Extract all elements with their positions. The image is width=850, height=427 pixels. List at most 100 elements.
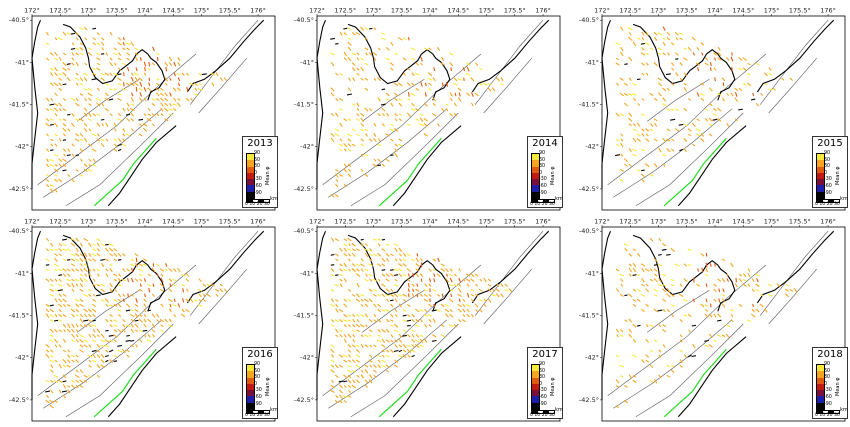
splitting-bar <box>624 102 628 107</box>
splitting-bar <box>679 359 683 364</box>
splitting-bar <box>449 277 453 283</box>
splitting-bar <box>657 283 663 287</box>
splitting-bar <box>406 268 412 272</box>
splitting-bar <box>108 243 114 247</box>
splitting-bar <box>376 318 382 323</box>
splitting-bar <box>54 298 58 303</box>
splitting-bar <box>126 354 130 358</box>
splitting-bar <box>58 178 63 183</box>
splitting-bar <box>62 303 67 308</box>
splitting-bar <box>390 299 394 302</box>
coastline <box>347 234 422 296</box>
splitting-bar <box>122 37 125 41</box>
splitting-bar <box>177 57 181 61</box>
splitting-bar <box>92 293 96 297</box>
splitting-bar <box>355 273 361 278</box>
splitting-bar <box>54 163 58 167</box>
fault-line <box>65 323 174 418</box>
splitting-bar <box>390 339 394 343</box>
splitting-bar <box>351 31 356 36</box>
splitting-bar <box>360 168 364 172</box>
lon-tick-label: 175.5° <box>504 218 526 226</box>
splitting-bar <box>670 293 675 297</box>
splitting-bar <box>79 298 84 303</box>
splitting-bar <box>640 148 645 152</box>
splitting-bar <box>423 102 428 107</box>
splitting-bar <box>410 108 416 112</box>
splitting-bar <box>330 298 335 303</box>
splitting-bar <box>755 102 760 107</box>
splitting-bar <box>54 153 58 157</box>
colorbar-swatch <box>247 390 254 397</box>
splitting-bar <box>57 37 63 41</box>
splitting-bar <box>355 32 361 36</box>
splitting-bar <box>155 92 160 97</box>
splitting-bar <box>407 278 411 282</box>
colorbar-tick-label: 0 <box>539 170 543 176</box>
lat-tick-label: -40.5° <box>294 16 314 24</box>
splitting-bar <box>190 97 194 102</box>
splitting-bar <box>109 314 113 318</box>
splitting-bar <box>135 57 139 61</box>
splitting-bar <box>58 248 63 252</box>
splitting-bar <box>700 303 705 308</box>
colorbar-tick-label: -60 <box>824 395 832 400</box>
splitting-bar <box>112 72 118 76</box>
splitting-bar <box>356 329 360 333</box>
splitting-bar <box>385 158 390 162</box>
splitting-bar <box>67 349 71 353</box>
splitting-bar <box>339 97 343 102</box>
splitting-bar <box>339 384 344 389</box>
splitting-bar <box>352 339 356 343</box>
splitting-bar <box>628 32 632 36</box>
splitting-bar <box>653 36 658 41</box>
splitting-bar <box>441 56 445 62</box>
splitting-bar <box>104 97 110 102</box>
splitting-bar <box>730 56 734 62</box>
splitting-bar <box>649 268 653 272</box>
splitting-bar <box>138 318 143 323</box>
splitting-bar <box>130 263 135 267</box>
splitting-bar <box>679 283 683 287</box>
splitting-bar <box>49 82 54 87</box>
splitting-bar <box>692 343 696 349</box>
splitting-bar <box>632 338 637 343</box>
splitting-bar <box>347 169 352 172</box>
splitting-bar <box>139 97 143 102</box>
splitting-bar <box>475 293 479 297</box>
splitting-bar <box>83 267 88 273</box>
splitting-bar <box>130 313 135 318</box>
splitting-bar <box>117 77 122 82</box>
splitting-bar <box>717 46 721 51</box>
splitting-bars <box>615 26 794 183</box>
lon-tick-label: 174° <box>137 7 153 15</box>
splitting-bar <box>126 334 130 337</box>
splitting-bar <box>394 247 398 252</box>
splitting-bar <box>449 308 453 313</box>
splitting-bar <box>390 269 394 271</box>
splitting-bar <box>181 298 185 303</box>
splitting-bar <box>636 138 641 142</box>
splitting-bar <box>365 52 368 56</box>
splitting-bar <box>369 51 373 56</box>
splitting-bar <box>113 324 118 328</box>
splitting-bar <box>360 112 365 117</box>
splitting-bar <box>122 298 125 303</box>
splitting-bar <box>662 344 666 348</box>
splitting-bar <box>62 148 67 152</box>
splitting-bar <box>54 344 58 348</box>
splitting-bar <box>415 343 420 348</box>
splitting-bar <box>198 278 202 282</box>
splitting-bar <box>160 87 164 91</box>
splitting-bar <box>88 375 92 378</box>
splitting-bar <box>381 293 386 298</box>
splitting-bar <box>721 303 726 308</box>
legend-box: 2017 90 60 30 0 -30 -60 -90 Mean φ km 0 10 20 30 <box>527 347 563 419</box>
colorbar-swatch <box>247 377 254 384</box>
colorbar-tick-label: 90 <box>254 151 261 156</box>
splitting-bar <box>143 308 147 313</box>
splitting-bar <box>113 122 118 128</box>
splitting-bar <box>649 324 654 328</box>
splitting-bar <box>487 83 492 86</box>
splitting-bar <box>432 97 437 102</box>
